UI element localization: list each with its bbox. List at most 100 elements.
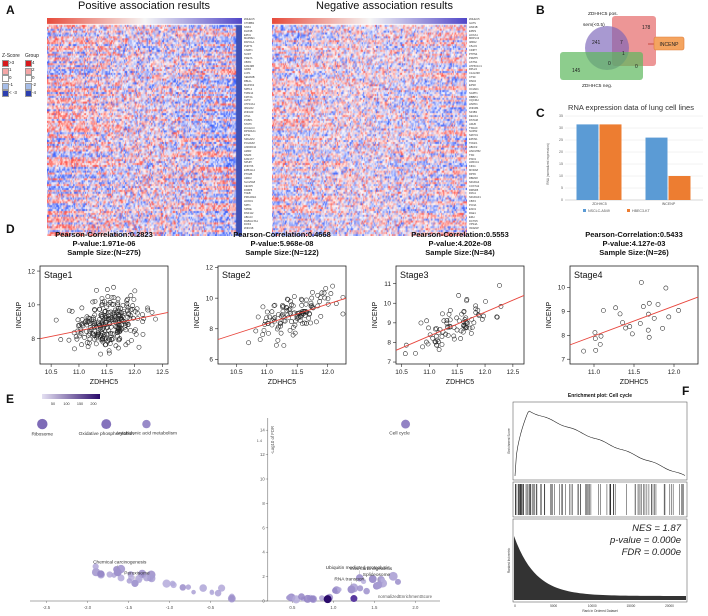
scatter-point bbox=[646, 311, 651, 317]
regression-line bbox=[39, 312, 169, 340]
scatter-xlabel: ZDHHC5 bbox=[620, 379, 648, 386]
scatter-point bbox=[439, 342, 445, 347]
scatter-ylabel: INCENP bbox=[372, 301, 379, 328]
venn-callout-label: INCENP bbox=[660, 42, 680, 48]
negative-gene-label: TSNAX bbox=[469, 126, 478, 130]
scatter-ytick-label: 10 bbox=[28, 302, 36, 309]
scatter-point bbox=[666, 314, 672, 320]
venn-count-pos-neg: 0 bbox=[635, 64, 638, 70]
negative-gene-label: ADH5 bbox=[469, 122, 476, 126]
scatter-point bbox=[98, 312, 104, 318]
enrich-point-label: RNA transport bbox=[334, 576, 365, 582]
negative-gene-label: GATS bbox=[469, 21, 476, 25]
scatter-title-line: Sample Size:(N=122) bbox=[245, 248, 319, 257]
positive-gene-label: STAT6 bbox=[244, 122, 252, 126]
gsea-nes: NES = 1.87 bbox=[632, 523, 682, 534]
enrich-labeled-bubble bbox=[374, 581, 383, 589]
bar-ytick-label: 0 bbox=[561, 198, 563, 202]
zscore-label: 0 bbox=[9, 74, 12, 80]
zscore-legend-title: Z-Score bbox=[2, 53, 20, 59]
scatter-point bbox=[434, 333, 439, 339]
scatter-point bbox=[597, 341, 603, 347]
positive-gene-label: CSRP1 bbox=[244, 49, 253, 52]
negative-gene-label: FRG1 bbox=[469, 192, 476, 196]
scatter-point bbox=[620, 320, 625, 325]
scatter-point bbox=[272, 318, 278, 324]
scatter-point bbox=[94, 287, 99, 293]
enrich-bubble bbox=[92, 563, 99, 570]
negative-gene-label: SGPP1 bbox=[469, 91, 478, 95]
scatter-ytick-label: 9 bbox=[561, 309, 565, 316]
scatter-point bbox=[322, 295, 328, 301]
negative-gene-label: TSN bbox=[469, 153, 475, 157]
enrich-bubble bbox=[179, 584, 187, 591]
scatter-point bbox=[90, 331, 96, 337]
scatter-xtick-label: 10.5 bbox=[45, 369, 58, 376]
scatter-ytick-label: 7 bbox=[561, 356, 565, 363]
scatter-ytick-label: 8 bbox=[387, 340, 391, 347]
negative-gene-label: IMPA2 bbox=[469, 41, 477, 45]
positive-gene-label: TRIM14 bbox=[244, 91, 254, 95]
negative-gene-label: ABCF2 bbox=[469, 145, 478, 149]
scatter-point bbox=[318, 295, 324, 301]
rna-expression-bar-chart: RNA expression data of lung cell lines R… bbox=[546, 103, 703, 213]
scatter-ytick-label: 12 bbox=[28, 268, 36, 275]
scatter-point bbox=[92, 307, 98, 313]
scatter-point bbox=[109, 294, 115, 300]
enrich-ytick-label: 2 bbox=[262, 574, 265, 579]
enrich-point-label: Spliceosome bbox=[363, 572, 391, 578]
scatter-xtick-label: 11.0 bbox=[73, 369, 86, 376]
scatter-xtick-label: 12.0 bbox=[479, 369, 492, 376]
scatter-point bbox=[128, 293, 134, 299]
scatter-point bbox=[315, 303, 321, 309]
scatter-point bbox=[98, 327, 104, 333]
positive-gene-label: ETS1 bbox=[244, 134, 251, 138]
scatter-ytick-label: 8 bbox=[31, 336, 35, 343]
scatter-point bbox=[110, 336, 116, 342]
enrich-labeled-bubble bbox=[113, 568, 122, 577]
negative-gene-label: COX7A2 bbox=[469, 184, 480, 188]
positive-gene-label: PHPT1 bbox=[244, 45, 253, 49]
positive-gene-label: CTNBB1 bbox=[244, 21, 255, 25]
enrich-labeled-bubble bbox=[347, 585, 356, 594]
negative-gene-label: MRPL13 bbox=[469, 37, 480, 41]
scatter-point bbox=[424, 339, 429, 345]
scatter-frame bbox=[395, 265, 525, 365]
scatter-ytick-label: 8 bbox=[209, 326, 213, 333]
scatter-xtick-label: 11.0 bbox=[588, 369, 601, 376]
positive-gene-label: ATP13A1 bbox=[244, 103, 255, 107]
scatter-point bbox=[120, 303, 126, 308]
scatter-ylabel: INCENP bbox=[194, 301, 201, 328]
zscore-label: < -3 bbox=[9, 89, 17, 95]
scatter-point bbox=[458, 336, 463, 341]
scatter-point bbox=[125, 296, 130, 302]
scatter-point bbox=[136, 344, 142, 350]
enrich-left-tick: 1.4 bbox=[257, 439, 262, 443]
scatter-point bbox=[73, 334, 79, 340]
group-swatch bbox=[25, 60, 32, 67]
enrich-point-label: Chemical carcinogenesis bbox=[93, 559, 147, 565]
negative-gene-label: RPS5 bbox=[469, 173, 476, 176]
scatter-point bbox=[298, 296, 304, 302]
scatter-title-line: Sample Size:(N=26) bbox=[599, 248, 669, 257]
scatter-point bbox=[310, 289, 315, 295]
scatter-point bbox=[116, 337, 121, 343]
scatter-point bbox=[84, 319, 90, 325]
negative-gene-label: NUP62 bbox=[469, 130, 478, 134]
scatter-point bbox=[87, 316, 93, 321]
scatter-point bbox=[116, 323, 122, 328]
scatter-point bbox=[617, 311, 623, 317]
bar-ytick-label: 25 bbox=[559, 138, 563, 142]
scatter-point bbox=[269, 309, 275, 315]
colorbar-tick-label: 50 bbox=[51, 402, 55, 406]
scatter-point bbox=[96, 317, 102, 323]
scatter-point bbox=[309, 295, 315, 301]
scatter-point bbox=[284, 296, 290, 302]
scatter-stage-label: Stage1 bbox=[44, 270, 73, 280]
scatter-point bbox=[277, 320, 283, 326]
scatter-point bbox=[454, 315, 460, 321]
scatter-point bbox=[308, 300, 314, 306]
positive-gene-label: SRGAP2 bbox=[244, 138, 255, 142]
zscore-swatch bbox=[2, 82, 9, 90]
venn-sem-label: sem(<0.5) bbox=[583, 22, 605, 28]
